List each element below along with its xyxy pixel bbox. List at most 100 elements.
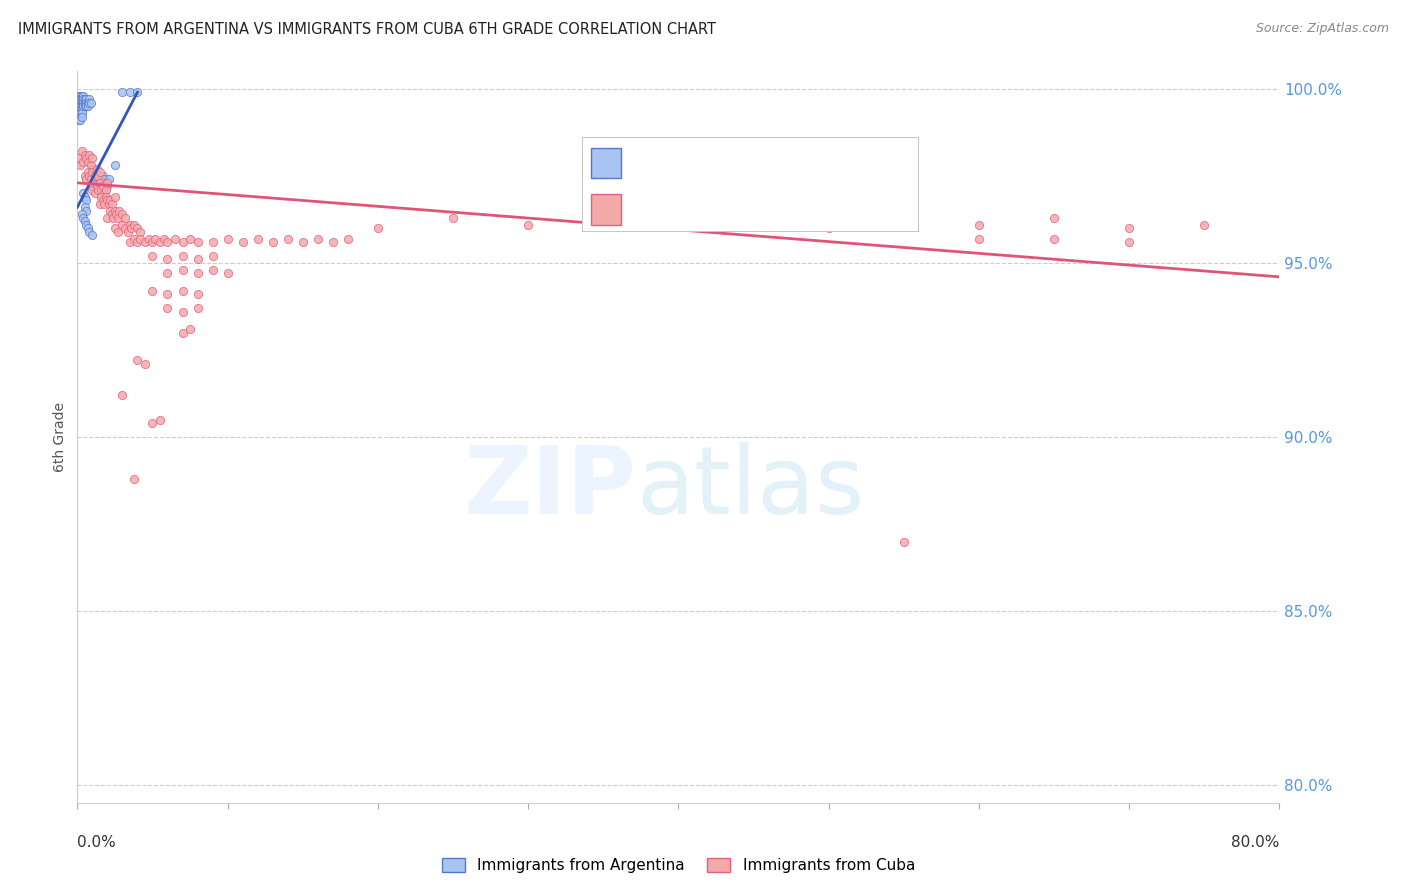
Point [111,218,134,232]
Point [94,190,117,204]
Point [124,218,146,232]
Point [69,110,91,124]
Point [156,252,179,267]
Text: 80.0%: 80.0% [1232,836,1279,850]
Point [72,155,94,169]
Point [82,183,104,197]
Point [79,95,101,110]
Point [149,235,172,249]
Point [187,266,209,280]
Point [967,218,990,232]
Point [117,225,139,239]
Point [76,99,98,113]
Legend: Immigrants from Argentina, Immigrants from Cuba: Immigrants from Argentina, Immigrants fr… [436,852,921,880]
Point [73,200,96,214]
Point [262,235,284,249]
Point [120,221,142,235]
Point [129,231,152,245]
Point [100,193,122,207]
Point [163,231,186,245]
Point [67,152,90,166]
Point [67,99,90,113]
Point [87,183,110,197]
Point [87,169,110,183]
Point [893,214,915,228]
Point [67,92,90,106]
Text: ZIP: ZIP [464,442,637,534]
Point [101,207,124,221]
Point [79,148,101,162]
Point [80,95,103,110]
Point [82,165,104,179]
Point [127,235,149,249]
Point [94,176,117,190]
FancyBboxPatch shape [591,148,621,178]
Point [118,235,141,249]
Point [129,225,152,239]
Point [69,106,91,120]
Point [441,211,464,225]
Point [104,190,127,204]
Point [70,103,93,117]
Point [84,186,107,201]
Y-axis label: 6th Grade: 6th Grade [53,402,67,472]
Text: 0.343: 0.343 [683,153,735,172]
Text: atlas: atlas [637,442,865,534]
Text: Source: ZipAtlas.com: Source: ZipAtlas.com [1256,22,1389,36]
Point [322,235,344,249]
Point [67,110,90,124]
Point [75,172,97,186]
Point [336,231,359,245]
Point [114,221,136,235]
Point [187,235,209,249]
Text: -0.174: -0.174 [683,201,742,219]
Point [70,207,93,221]
Point [127,353,149,368]
Point [75,203,97,218]
Point [93,196,115,211]
Point [91,179,114,194]
Point [75,218,97,232]
Point [87,179,110,194]
Point [156,235,179,249]
Point [70,95,93,110]
Point [156,287,179,301]
Point [72,99,94,113]
Point [156,301,179,316]
Point [1043,231,1066,245]
Point [96,179,118,194]
Point [124,231,146,245]
Point [141,416,163,430]
Text: 68: 68 [831,153,855,172]
Point [80,169,103,183]
Point [893,534,915,549]
Point [69,99,91,113]
Point [187,301,209,316]
Point [89,165,111,179]
Point [114,211,136,225]
Point [80,172,103,186]
Point [72,211,94,225]
Point [134,235,156,249]
Point [127,221,149,235]
Point [1118,221,1140,235]
Point [83,169,105,183]
Text: 125: 125 [831,201,866,219]
Point [124,472,146,486]
FancyBboxPatch shape [582,137,920,232]
Point [67,88,90,103]
Point [141,249,163,263]
Point [668,218,690,232]
Text: IMMIGRANTS FROM ARGENTINA VS IMMIGRANTS FROM CUBA 6TH GRADE CORRELATION CHART: IMMIGRANTS FROM ARGENTINA VS IMMIGRANTS … [18,22,716,37]
Text: N =: N = [778,201,814,219]
Point [82,152,104,166]
Point [73,190,96,204]
Text: R =: R = [630,201,665,219]
Point [76,165,98,179]
Point [72,92,94,106]
Point [277,231,299,245]
Point [90,176,112,190]
Point [307,231,329,245]
Point [72,186,94,201]
Point [97,172,120,186]
